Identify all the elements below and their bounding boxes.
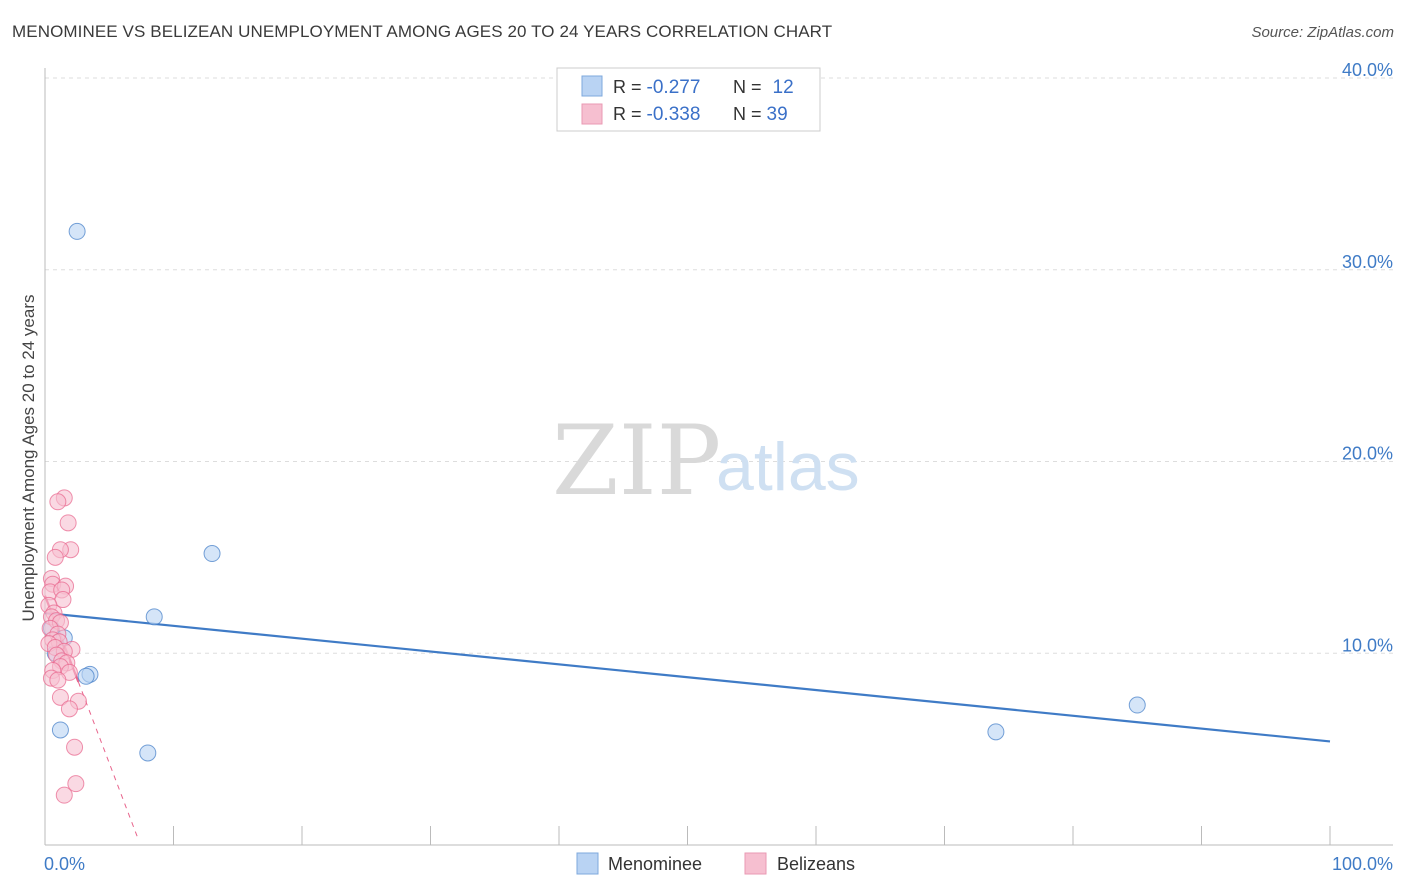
legend-label-menominee: Menominee — [608, 854, 702, 874]
point-belizeans — [66, 738, 84, 756]
y-axis-label: Unemployment Among Ages 20 to 24 years — [19, 295, 38, 622]
y-tick-labels: 10.0% 20.0% 30.0% 40.0% — [1342, 60, 1393, 655]
legend-swatch-pink — [581, 103, 603, 125]
legend-label-belizeans: Belizeans — [777, 854, 855, 874]
legend-row-1: R = -0.277 — [613, 77, 700, 98]
source-label: Source: ZipAtlas.com — [1251, 24, 1394, 41]
legend-row-2-n: N = 39 — [733, 104, 788, 125]
x-tick-label: 100.0% — [1332, 854, 1393, 874]
point-menominee — [139, 744, 157, 762]
legend-row-2: R = -0.338 — [613, 104, 700, 125]
legend-n-label: N = — [733, 77, 767, 97]
point-belizeans — [49, 493, 67, 511]
y-tick-label: 20.0% — [1342, 444, 1393, 464]
point-menominee — [1128, 696, 1146, 714]
axes — [44, 68, 1393, 846]
point-belizeans — [49, 671, 67, 689]
watermark-zip: ZIP — [552, 405, 721, 517]
x-tick-label: 0.0% — [44, 854, 85, 874]
chart-title: MENOMINEE VS BELIZEAN UNEMPLOYMENT AMONG… — [12, 22, 833, 41]
x-tick-labels: 0.0% 100.0% — [44, 854, 1393, 874]
legend-row-1-n: N = 12 — [733, 77, 794, 98]
grid-lines — [45, 77, 1393, 654]
y-tick-label: 10.0% — [1342, 635, 1393, 655]
legend-r-label: R = — [613, 77, 647, 97]
legend-n-value: 12 — [773, 77, 794, 98]
legend-r-value: -0.338 — [647, 104, 701, 125]
point-belizeans — [67, 775, 85, 793]
data-points — [40, 222, 1146, 804]
legend-swatch-blue — [581, 75, 603, 97]
point-menominee — [68, 222, 86, 240]
y-tick-label: 30.0% — [1342, 252, 1393, 272]
watermark: ZIP atlas — [552, 405, 860, 517]
legend-swatch-belizeans — [744, 852, 767, 875]
y-tick-label: 40.0% — [1342, 60, 1393, 80]
point-belizeans — [51, 688, 69, 706]
legend-r-value: -0.277 — [647, 77, 701, 98]
trend-extension-belizeans — [77, 681, 138, 838]
legend-series: Menominee Belizeans — [576, 852, 855, 875]
point-menominee — [987, 723, 1005, 741]
legend-swatch-menominee — [576, 852, 599, 875]
point-belizeans — [54, 591, 72, 609]
point-menominee — [51, 721, 69, 739]
point-belizeans — [60, 700, 78, 718]
point-belizeans — [59, 514, 77, 532]
point-menominee — [145, 608, 163, 626]
trend-lines — [43, 595, 1331, 838]
legend-r-label: R = — [613, 104, 647, 124]
legend-correlation: R = -0.277 N = 12 R = -0.338 N = 39 — [556, 67, 821, 132]
legend-n-label: N = — [733, 104, 767, 124]
point-belizeans — [55, 786, 73, 804]
watermark-atlas: atlas — [716, 429, 860, 505]
point-menominee — [77, 667, 95, 685]
point-belizeans — [46, 548, 64, 566]
trend-line-menominee — [44, 611, 1331, 743]
point-menominee — [203, 545, 221, 563]
legend-n-value: 39 — [767, 104, 788, 125]
